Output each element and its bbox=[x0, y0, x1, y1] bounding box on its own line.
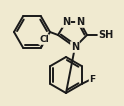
Text: N: N bbox=[62, 17, 70, 27]
Text: SH: SH bbox=[98, 30, 114, 40]
Text: N: N bbox=[76, 17, 84, 27]
Text: N: N bbox=[71, 42, 79, 52]
Text: Cl: Cl bbox=[39, 35, 49, 44]
Text: F: F bbox=[90, 75, 96, 84]
